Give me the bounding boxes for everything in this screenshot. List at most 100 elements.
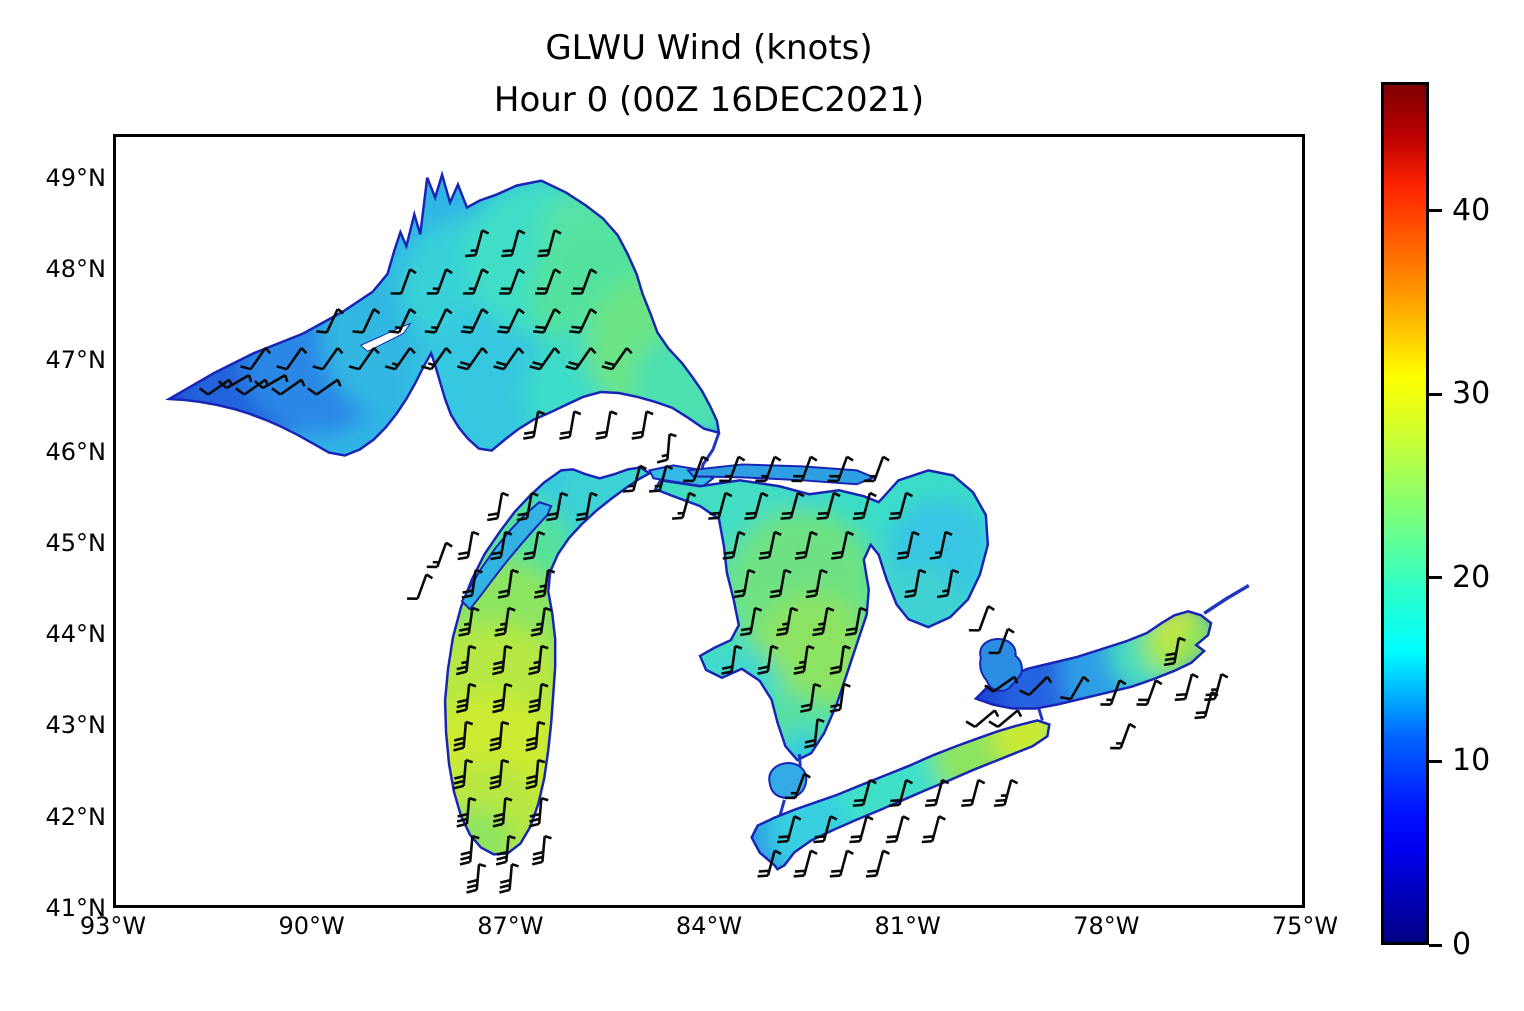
- wind-barb: [495, 834, 516, 866]
- wind-barb: [453, 720, 474, 752]
- wind-barb: [829, 682, 851, 713]
- wind-barb: [575, 491, 598, 522]
- wind-barb: [845, 606, 868, 637]
- wind-barb: [757, 849, 782, 878]
- wind-barb: [424, 308, 453, 334]
- wind-barb: [888, 778, 914, 807]
- wind-barb: [929, 530, 953, 560]
- wind-barb: [794, 530, 818, 560]
- wind-barb: [486, 491, 510, 522]
- wind-barb: [793, 644, 815, 675]
- wind-barb: [671, 491, 697, 520]
- wind-barb: [813, 815, 838, 844]
- wind-barb: [988, 709, 1023, 729]
- wind-barb: [1019, 675, 1053, 697]
- wind-barb: [496, 308, 525, 334]
- wind-barb: [1204, 672, 1229, 702]
- wind-barb: [865, 849, 891, 878]
- y-tick-label: 43°N: [45, 711, 107, 740]
- wind-barb: [458, 606, 480, 637]
- isle-royale-island: [359, 322, 412, 352]
- wind-barb: [453, 758, 474, 790]
- wind-barb: [1163, 636, 1186, 667]
- chart-title: GLWU Wind (knots) Hour 0 (00Z 16DEC2021): [113, 22, 1305, 126]
- map-plot: [113, 134, 1305, 908]
- wind-barb: [757, 644, 779, 675]
- wind-barb: [965, 709, 1000, 729]
- wind-barb: [755, 455, 782, 483]
- wind-barb: [516, 491, 539, 522]
- wind-barb: [537, 229, 562, 258]
- wind-barb: [490, 530, 513, 561]
- x-tick-label: 81°W: [874, 912, 941, 940]
- wind-barb: [888, 491, 914, 520]
- wind-barb: [455, 644, 477, 676]
- y-tick-label: 47°N: [45, 346, 107, 375]
- colorbar-tick-mark: [1429, 943, 1442, 947]
- wind-barb: [420, 347, 452, 371]
- wind-barb: [501, 229, 526, 258]
- wind-barb: [921, 815, 946, 844]
- wind-barb: [307, 378, 342, 396]
- wind-barb: [721, 644, 743, 675]
- wind-barb: [744, 491, 769, 520]
- colorbar-tick-label: 10: [1452, 743, 1491, 779]
- wind-barb: [827, 455, 854, 483]
- wind-barb: [528, 682, 549, 714]
- wind-barb: [793, 849, 818, 878]
- wind-barb: [461, 568, 483, 599]
- wind-barb: [316, 308, 345, 334]
- wind-barb: [240, 347, 272, 371]
- wind-barb: [533, 568, 556, 599]
- y-tick-label: 42°N: [45, 802, 107, 831]
- wind-barb: [235, 378, 270, 396]
- y-tick-label: 49°N: [45, 163, 107, 192]
- wind-barb: [804, 718, 825, 749]
- wind-barb: [271, 378, 306, 396]
- wind-barb: [460, 308, 489, 334]
- x-tick-label: 78°W: [1073, 912, 1140, 940]
- colorbar-tick-mark: [1429, 759, 1442, 763]
- wind-barb: [595, 410, 618, 440]
- wind-barb: [426, 268, 453, 295]
- wind-barb: [852, 491, 877, 520]
- y-tick-label: 41°N: [45, 894, 107, 922]
- wind-barb: [1174, 672, 1199, 702]
- wind-barb: [961, 778, 986, 807]
- wind-barb: [863, 455, 890, 483]
- wind-barb: [457, 530, 480, 561]
- wind-barb: [525, 758, 546, 790]
- wind-barb: [719, 455, 746, 483]
- colorbar-tick-label: 0: [1452, 927, 1472, 962]
- x-tick-label: 90°W: [278, 912, 345, 940]
- wind-barb: [769, 568, 792, 599]
- wind-barb: [805, 568, 828, 599]
- wind-barb: [493, 347, 525, 371]
- wind-barb: [722, 530, 746, 560]
- wind-barb: [829, 849, 854, 878]
- colorbar: [1381, 82, 1429, 945]
- north-channel: [686, 463, 877, 486]
- wind-barbs-layer: [198, 229, 1229, 894]
- colorbar-tick-mark: [1429, 209, 1442, 213]
- wind-barb: [1110, 722, 1137, 750]
- wind-barb: [601, 347, 633, 371]
- colorbar-tick-mark: [1429, 576, 1442, 580]
- wind-barb: [559, 410, 582, 440]
- wind-barb: [499, 268, 526, 295]
- wind-barb: [456, 796, 477, 828]
- wind-barb: [925, 778, 950, 807]
- wind-barb: [565, 347, 597, 371]
- wind-barb: [426, 541, 453, 569]
- wind-barb: [1194, 691, 1219, 720]
- wind-barb: [489, 720, 510, 752]
- wind-barb: [546, 491, 569, 522]
- wind-barb: [569, 308, 598, 334]
- wind-barb: [457, 347, 489, 371]
- wind-barb: [528, 644, 549, 676]
- wind-barb: [198, 378, 234, 396]
- wind-barb: [758, 530, 782, 560]
- colorbar-tick-label: 30: [1452, 376, 1491, 412]
- wind-barb: [459, 834, 480, 866]
- wind-barb: [656, 432, 677, 464]
